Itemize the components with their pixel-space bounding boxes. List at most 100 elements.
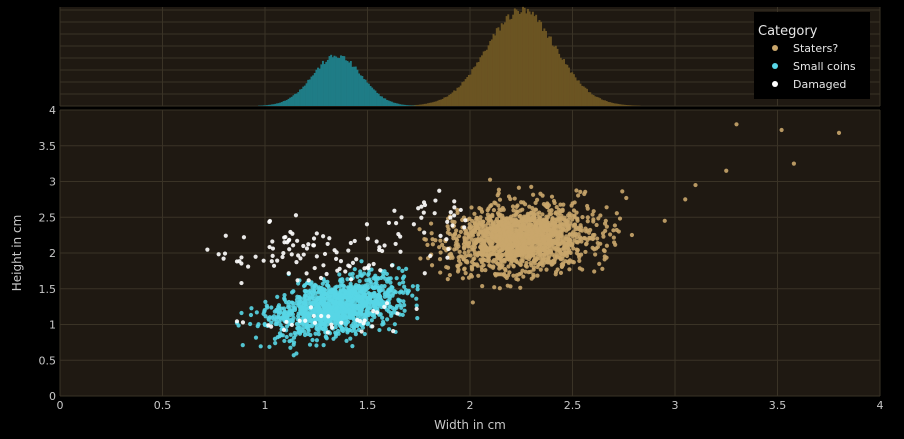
hist-bar-staters (438, 99, 441, 106)
point-small-coins (342, 300, 347, 305)
point-small-coins (350, 271, 355, 276)
point-staters (538, 225, 543, 230)
point-staters (542, 241, 548, 246)
hist-bar-staters (515, 9, 518, 107)
point-staters (526, 240, 532, 245)
point-damaged (286, 271, 291, 276)
point-staters (502, 266, 508, 272)
point-damaged (446, 246, 451, 252)
point-staters (501, 258, 506, 263)
point-damaged (281, 327, 287, 332)
hist-bar-small-coins (382, 98, 385, 106)
point-damaged (350, 260, 356, 265)
point-staters (559, 264, 564, 269)
point-staters (478, 257, 483, 262)
point-staters (466, 249, 471, 254)
hist-bar-staters (617, 103, 620, 106)
hist-bar-staters (569, 72, 572, 106)
point-damaged (321, 234, 326, 239)
point-staters (506, 264, 511, 269)
point-small-coins (277, 334, 282, 339)
point-small-coins (377, 327, 382, 333)
hist-bar-staters (518, 13, 521, 107)
point-small-coins (269, 305, 274, 310)
point-damaged (448, 215, 453, 220)
point-staters (604, 243, 609, 248)
hist-bar-staters (433, 101, 436, 106)
point-damaged (281, 250, 286, 256)
point-staters (530, 243, 535, 248)
point-small-coins (307, 342, 313, 347)
point-small-coins (324, 336, 329, 341)
point-damaged (291, 243, 296, 248)
point-small-coins (350, 309, 356, 314)
point-small-coins (366, 290, 371, 296)
marginal-histogram (258, 6, 641, 107)
x-axis-title: Width in cm (434, 418, 506, 432)
point-staters (561, 202, 566, 207)
legend: Category Staters? Small coins Damaged (754, 12, 870, 99)
point-staters (534, 220, 539, 225)
point-staters (469, 205, 474, 210)
point-staters (612, 240, 617, 245)
hist-bar-small-coins (269, 104, 272, 106)
point-small-coins (263, 299, 268, 304)
point-damaged (392, 208, 397, 213)
hist-bar-staters (436, 100, 439, 106)
point-staters (488, 214, 493, 220)
hist-bar-small-coins (294, 93, 297, 106)
point-staters (501, 227, 506, 232)
point-staters (611, 235, 616, 240)
point-staters (572, 200, 577, 205)
hist-bar-staters (505, 16, 508, 106)
hist-bar-small-coins (266, 105, 269, 106)
point-small-coins (360, 325, 366, 330)
point-staters (617, 216, 623, 221)
point-damaged (287, 247, 292, 252)
hist-bar-small-coins (359, 75, 362, 106)
point-small-coins (318, 300, 323, 305)
point-damaged (322, 251, 328, 257)
point-staters (446, 227, 451, 232)
hist-bar-staters (485, 49, 488, 106)
point-small-coins (366, 321, 371, 326)
hist-bar-staters (444, 97, 447, 106)
point-small-coins (317, 323, 322, 328)
point-staters (480, 223, 485, 228)
hist-bar-small-coins (346, 60, 349, 106)
point-small-coins (317, 318, 322, 323)
point-staters (512, 196, 517, 201)
point-damaged (239, 261, 244, 266)
point-staters (454, 246, 459, 251)
point-small-coins (286, 303, 291, 308)
hist-bar-staters (476, 62, 479, 106)
point-small-coins (381, 321, 386, 326)
point-damaged (289, 322, 295, 327)
point-staters (511, 273, 516, 278)
point-staters (528, 249, 534, 254)
point-staters (537, 242, 543, 247)
hist-bar-small-coins (310, 76, 313, 106)
legend-label-damaged: Damaged (793, 78, 846, 91)
point-small-coins (341, 283, 346, 288)
point-staters (515, 246, 520, 251)
point-staters (539, 260, 544, 265)
hist-bar-staters (631, 105, 634, 106)
point-staters (504, 245, 510, 250)
point-staters (603, 218, 608, 223)
point-staters (488, 204, 493, 209)
hist-bar-small-coins (305, 83, 308, 106)
point-staters (469, 224, 474, 229)
point-staters (629, 232, 635, 238)
point-damaged (205, 247, 210, 252)
point-damaged (321, 263, 326, 268)
point-small-coins (262, 321, 267, 327)
point-staters (554, 229, 559, 234)
hist-bar-small-coins (330, 54, 333, 106)
point-staters (502, 232, 508, 237)
point-damaged (275, 258, 280, 263)
point-staters (533, 223, 539, 228)
point-damaged (280, 254, 285, 260)
point-staters (470, 300, 475, 305)
hist-bar-staters (428, 102, 431, 106)
